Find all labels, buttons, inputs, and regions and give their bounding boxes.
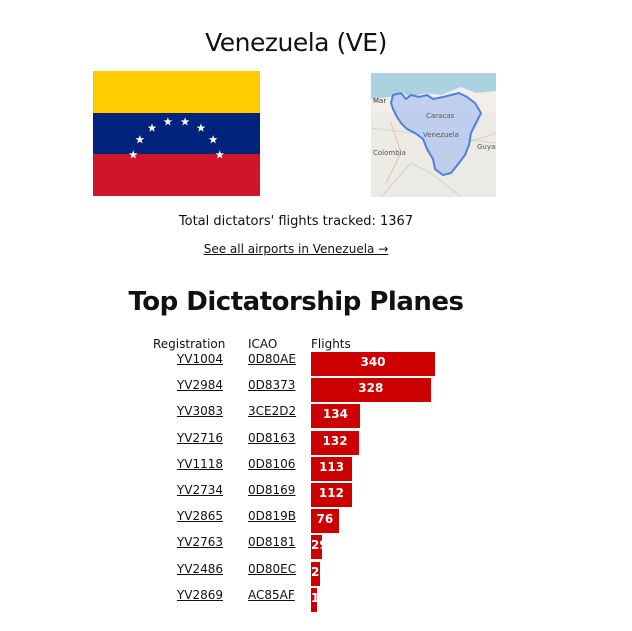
flights-value: 17 xyxy=(311,590,318,605)
table-row: YV2984 0D8373 328 xyxy=(0,377,632,403)
map-label-guyana: Guyan xyxy=(477,143,496,151)
flag-star xyxy=(180,117,190,126)
page-title: Venezuela (VE) xyxy=(205,28,387,57)
flag-star xyxy=(208,135,218,144)
table-row: YV1118 0D8106 113 xyxy=(0,456,632,482)
registration-link[interactable]: YV1004 xyxy=(176,352,223,366)
flights-value: 134 xyxy=(322,407,348,422)
map-label-maracaibo: Mar xyxy=(373,97,386,105)
table-row: YV2865 0D819B 76 xyxy=(0,508,632,534)
registration-link[interactable]: YV3083 xyxy=(176,404,223,419)
flag-star xyxy=(128,150,138,159)
icao-link[interactable]: 3CE2D2 xyxy=(248,404,297,419)
see-airports-link[interactable]: See all airports in Venezuela → xyxy=(203,242,389,256)
registration-link[interactable]: YV2984 xyxy=(176,378,223,393)
flights-bar: 76 xyxy=(311,509,339,534)
flights-value: 328 xyxy=(358,381,384,396)
section-title: Top Dictatorship Planes xyxy=(128,287,465,317)
flag-star xyxy=(196,123,206,132)
flag-star xyxy=(163,117,173,126)
registration-link[interactable]: YV1118 xyxy=(176,456,223,471)
flights-bar: 112 xyxy=(311,482,352,507)
country-map: Caracas Venezuela Colombia Mar Guyan xyxy=(371,73,496,197)
venezuela-flag xyxy=(93,71,260,196)
flights-value: 132 xyxy=(322,433,348,448)
registration-link[interactable]: YV2716 xyxy=(176,430,223,445)
planes-table: YV1004 0D80AE 340 YV2984 0D8373 328 YV30… xyxy=(0,351,632,613)
flights-value: 76 xyxy=(316,512,334,527)
table-row: YV2763 0D8181 29 xyxy=(0,534,632,560)
icao-link[interactable]: 0D8181 xyxy=(248,535,296,550)
total-flights-text: Total dictators' flights tracked: 1367 xyxy=(178,214,414,229)
flag-star xyxy=(135,135,145,144)
icao-link[interactable]: AC85AF xyxy=(248,587,295,602)
column-header-flights: Flights xyxy=(311,337,351,351)
flights-bar: 134 xyxy=(311,404,360,429)
table-row: YV1004 0D80AE 340 xyxy=(0,351,632,377)
icao-link[interactable]: 0D8106 xyxy=(248,456,296,471)
flights-bar: 113 xyxy=(311,456,353,481)
map-label-colombia: Colombia xyxy=(373,149,406,157)
registration-link[interactable]: YV2865 xyxy=(176,509,223,524)
registration-link[interactable]: YV2734 xyxy=(176,482,223,497)
map-label-caracas: Caracas xyxy=(426,112,454,120)
table-row: YV2734 0D8169 112 xyxy=(0,482,632,508)
column-header-registration: Registration xyxy=(153,337,226,351)
icao-link[interactable]: 0D8163 xyxy=(248,430,296,445)
flights-bar: 29 xyxy=(311,535,322,560)
flag-star xyxy=(147,123,157,132)
icao-link[interactable]: 0D819B xyxy=(248,509,297,524)
flights-value: 340 xyxy=(360,355,386,369)
flag-star xyxy=(215,150,225,159)
flights-bar: 17 xyxy=(311,587,318,612)
flights-bar: 132 xyxy=(311,430,360,455)
table-row: YV3083 3CE2D2 134 xyxy=(0,403,632,429)
flights-bar: 328 xyxy=(311,378,431,403)
icao-link[interactable]: 0D80AE xyxy=(248,352,296,366)
flights-value: 112 xyxy=(318,485,344,500)
icao-link[interactable]: 0D80EC xyxy=(248,561,297,576)
registration-link[interactable]: YV2763 xyxy=(176,535,223,550)
icao-link[interactable]: 0D8169 xyxy=(248,482,296,497)
registration-link[interactable]: YV2869 xyxy=(176,587,223,602)
table-row: YV2869 AC85AF 17 xyxy=(0,587,632,613)
table-row: YV2486 0D80EC 24 xyxy=(0,561,632,587)
icao-link[interactable]: 0D8373 xyxy=(248,378,296,393)
map-label-venezuela: Venezuela xyxy=(423,131,459,139)
registration-link[interactable]: YV2486 xyxy=(176,561,223,576)
table-row: YV2716 0D8163 132 xyxy=(0,430,632,456)
flights-value: 113 xyxy=(319,459,345,474)
flights-bar: 340 xyxy=(311,352,435,376)
flights-value: 24 xyxy=(311,564,320,579)
flights-bar: 24 xyxy=(311,561,320,586)
flights-value: 29 xyxy=(311,538,322,553)
column-header-icao: ICAO xyxy=(248,337,278,351)
